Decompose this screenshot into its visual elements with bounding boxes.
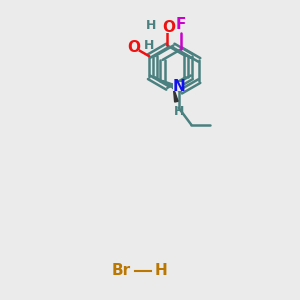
Text: F: F — [176, 17, 186, 32]
Bar — [173, 82, 184, 91]
Text: Br: Br — [112, 263, 131, 278]
Text: H: H — [144, 39, 154, 52]
Bar — [128, 43, 139, 51]
Text: O: O — [127, 40, 140, 55]
Text: N: N — [172, 79, 185, 94]
Polygon shape — [173, 88, 178, 102]
Text: O: O — [162, 20, 175, 35]
Text: H: H — [154, 263, 167, 278]
Bar — [160, 22, 175, 33]
Text: H: H — [174, 105, 184, 118]
Text: H: H — [146, 20, 156, 32]
